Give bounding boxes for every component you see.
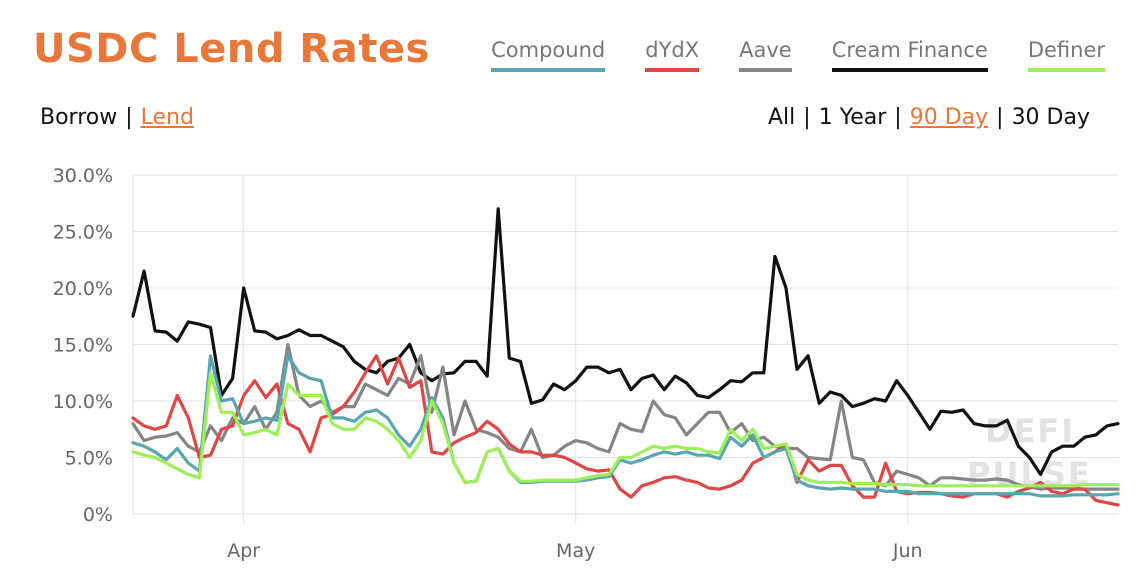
watermark-line-1: DEFI	[985, 412, 1075, 450]
y-tick-label: 25.0%	[53, 222, 113, 244]
legend-item-cream-finance[interactable]: Cream Finance	[831, 38, 988, 72]
y-tick-label: 10.0%	[53, 391, 113, 413]
legend-item-compound[interactable]: Compound	[491, 38, 606, 72]
range-30-day-link[interactable]: 30 Day	[1011, 105, 1090, 130]
x-tick-label: Jun	[892, 540, 923, 562]
x-axis: Apr May Jun	[227, 540, 922, 562]
borrow-link[interactable]: Borrow	[40, 105, 118, 130]
page-title: USDC Lend Rates	[33, 26, 430, 72]
time-range-selector: All | 1 Year | 90 Day | 30 Day	[768, 105, 1090, 130]
legend-item-dydx[interactable]: dYdX	[645, 38, 700, 72]
series-line-compound[interactable]	[131, 354, 1120, 498]
legend-item-aave[interactable]: Aave	[739, 38, 792, 72]
series-line-aave[interactable]	[131, 342, 1120, 491]
range-separator: |	[996, 105, 1004, 130]
y-tick-label: 15.0%	[53, 335, 113, 357]
range-separator: |	[803, 105, 811, 130]
series-line-dydx[interactable]	[131, 354, 1120, 507]
y-tick-label: 0%	[83, 504, 113, 526]
range-separator: |	[894, 105, 902, 130]
series-line-definer[interactable]	[131, 371, 1120, 488]
x-tick-label: Apr	[227, 540, 260, 562]
y-axis: 0% 5.0% 10.0% 15.0% 20.0% 25.0% 30.0%	[53, 165, 113, 526]
mode-separator: |	[125, 105, 133, 130]
range-90-day-link[interactable]: 90 Day	[909, 105, 989, 130]
range-all-link[interactable]: All	[768, 105, 796, 130]
range-1-year-link[interactable]: 1 Year	[818, 105, 887, 130]
y-tick-label: 30.0%	[53, 165, 113, 187]
grid-lines	[132, 174, 1118, 524]
legend-item-definer[interactable]: Definer	[1027, 38, 1105, 72]
lend-link[interactable]: Lend	[140, 105, 194, 130]
y-tick-label: 5.0%	[65, 448, 113, 470]
y-tick-label: 20.0%	[53, 278, 113, 300]
x-tick-label: May	[556, 540, 595, 562]
line-chart: 0% 5.0% 10.0% 15.0% 20.0% 25.0% 30.0% Apr May Ju…	[53, 165, 1120, 562]
rate-mode-toggle: Borrow | Lend	[40, 105, 194, 130]
series-line-cream-finance[interactable]	[131, 207, 1120, 476]
legend: Compound dYdX Aave Cream Finance Definer	[491, 38, 1105, 72]
series-lines	[131, 207, 1120, 507]
